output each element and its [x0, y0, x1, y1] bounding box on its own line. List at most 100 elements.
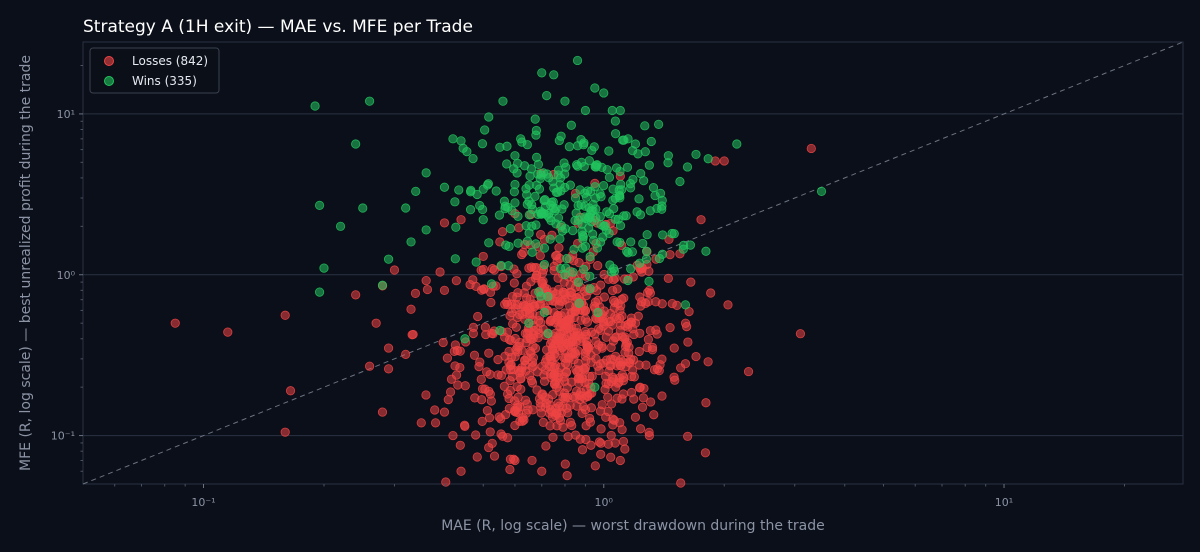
point-0-gen-742: [505, 376, 515, 386]
point-1-gen-219: [615, 237, 625, 248]
point-0-gen-240: [484, 386, 494, 396]
point-0-gen-418: [421, 390, 431, 400]
point-1-gen-238: [484, 112, 494, 122]
point-0-gen-717: [500, 299, 510, 309]
legend-losses-marker: [104, 56, 114, 66]
point-0-gen-186: [649, 410, 659, 420]
point-0-gen-748: [619, 372, 629, 383]
point-1-gen-55: [531, 239, 541, 249]
point-0-gen-767: [682, 322, 692, 332]
point-0-gen-531: [683, 431, 693, 441]
point-1-gen-199: [530, 114, 540, 124]
point-0-gen-466: [581, 421, 591, 431]
point-0-gen-260: [651, 297, 661, 307]
point-0-gen-254: [535, 251, 545, 261]
point-1-gen-247: [569, 244, 579, 254]
point-0-gen-317: [498, 272, 508, 283]
point-1-gen-41: [501, 240, 511, 250]
point-1-gen-265: [537, 208, 547, 218]
point-0-gen-708: [430, 405, 440, 415]
point-0-gen-736: [624, 348, 634, 358]
point-1-gen-206: [703, 154, 713, 164]
point-1-gen-193: [534, 184, 545, 194]
point-0-gen-752: [612, 393, 622, 403]
legend-box: [89, 47, 220, 94]
point-0-gen-656: [619, 293, 629, 303]
y-tick-label-2: 10¹: [57, 108, 75, 121]
point-0-gen-764: [629, 394, 639, 404]
point-0-9: [377, 407, 388, 417]
point-0-gen-762: [514, 365, 524, 376]
point-0-gen-631: [516, 384, 526, 394]
point-0-gen-745: [525, 346, 535, 357]
point-0-16: [421, 275, 431, 286]
point-1-24: [566, 120, 576, 130]
point-1-gen-176: [534, 287, 544, 297]
point-0-21: [456, 466, 466, 476]
point-0-gen-706: [683, 337, 693, 347]
point-0-gen-309: [586, 440, 596, 450]
point-0-gen-760: [620, 444, 630, 454]
point-1-gen-197: [646, 136, 656, 147]
point-1-gen-54: [505, 223, 515, 234]
point-0-gen-300: [606, 342, 616, 353]
y-axis-label: MFE (R, log scale) — best unrealized pro…: [18, 55, 34, 471]
point-1-gen-259: [477, 139, 488, 149]
point-1-gen-108: [610, 129, 621, 139]
x-tick-label-1: 10⁰: [595, 496, 614, 509]
point-0-gen-103: [499, 381, 509, 391]
point-0-gen-765: [517, 249, 527, 260]
point-0-gen-526: [597, 341, 607, 351]
point-0-gen-613: [543, 394, 554, 404]
point-0-gen-161: [584, 413, 595, 423]
point-1-gen-150: [654, 119, 664, 129]
point-1-gen-236: [588, 206, 598, 216]
point-1-gen-173: [642, 230, 652, 240]
point-1-gen-268: [549, 183, 559, 193]
point-0-gen-653: [512, 292, 522, 302]
plot-area: [82, 41, 1184, 485]
point-0-gen-721: [577, 445, 588, 455]
point-0-11: [383, 364, 394, 374]
point-1-gen-243: [525, 171, 535, 181]
legend-losses-label: Losses (842): [132, 54, 208, 68]
point-0-gen-738: [591, 336, 601, 346]
point-1-63: [471, 257, 481, 267]
point-0-gen-495: [581, 434, 591, 445]
point-0-gen-482: [442, 353, 452, 363]
point-1-gen-180: [619, 135, 629, 145]
point-0-55: [663, 273, 673, 283]
point-0-2: [280, 310, 290, 320]
point-1-49: [590, 382, 600, 392]
point-0-gen-453: [610, 333, 620, 343]
point-0-8: [371, 318, 381, 328]
point-1-gen-139: [638, 238, 648, 249]
point-1-33: [644, 160, 654, 170]
point-0-gen-314: [676, 478, 686, 488]
point-0-gen-289: [509, 454, 519, 464]
point-0-47: [806, 143, 816, 154]
point-1-gen-151: [593, 307, 603, 318]
point-1-gen-246: [632, 207, 642, 217]
point-1-gen-0: [648, 182, 659, 193]
point-1-gen-121: [491, 186, 501, 196]
point-0-gen-444: [441, 477, 451, 487]
point-0-gen-205: [596, 424, 606, 434]
point-0-59: [537, 466, 547, 476]
point-0-gen-751: [576, 387, 586, 397]
point-1-gen-167: [513, 211, 523, 221]
point-0-gen-223: [703, 357, 713, 367]
point-1-6: [319, 263, 329, 273]
ticks: 10⁻¹ 10⁻¹ 10⁰ 10⁰ 10¹ 10¹: [51, 65, 1126, 509]
point-1-28: [599, 88, 609, 98]
point-1-gen-17: [562, 253, 572, 264]
point-0-gen-756: [569, 391, 579, 402]
point-1-gen-10: [623, 275, 633, 286]
point-0-gen-664: [636, 301, 646, 311]
point-0-gen-302: [475, 357, 485, 367]
point-0-gen-132: [563, 432, 573, 442]
point-1-35: [675, 176, 685, 187]
point-1-gen-51: [626, 237, 636, 247]
point-0-39: [691, 351, 701, 362]
point-1-gen-138: [512, 158, 523, 168]
